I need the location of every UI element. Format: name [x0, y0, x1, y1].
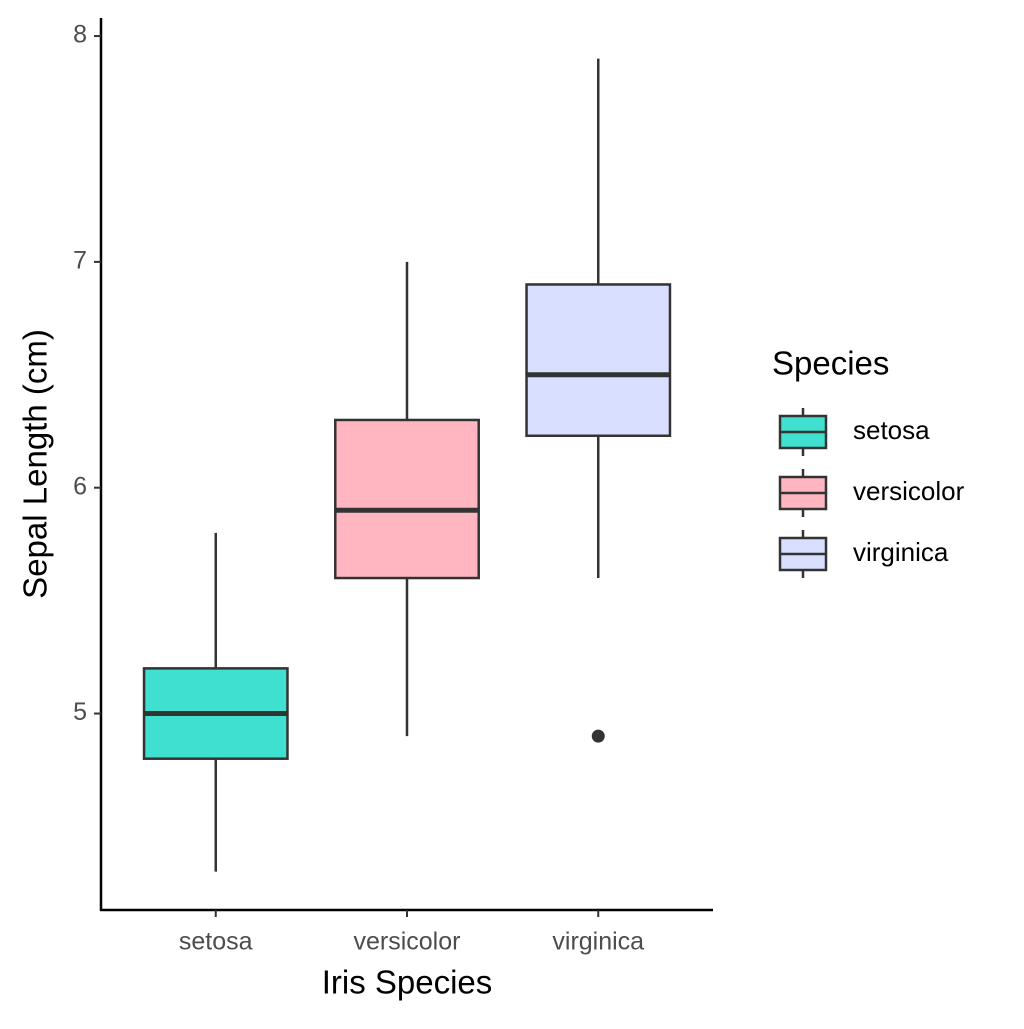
- outlier: [591, 729, 605, 743]
- x-axis-title: Iris Species: [322, 964, 493, 1001]
- x-tick-label: virginica: [552, 928, 644, 956]
- x-tick-label: versicolor: [354, 928, 461, 956]
- y-tick-label: 8: [73, 21, 87, 49]
- x-tick-label: setosa: [179, 928, 253, 956]
- legend-label: virginica: [853, 537, 949, 567]
- box: [525, 283, 672, 438]
- legend-title: Species: [772, 345, 889, 382]
- y-tick-label: 7: [73, 246, 87, 274]
- box: [334, 418, 480, 580]
- y-axis-title: Sepal Length (cm): [17, 329, 54, 599]
- y-tick-label: 6: [73, 472, 87, 500]
- legend-label: setosa: [853, 415, 930, 445]
- y-tick-label: 5: [73, 698, 87, 726]
- legend-label: versicolor: [853, 476, 965, 506]
